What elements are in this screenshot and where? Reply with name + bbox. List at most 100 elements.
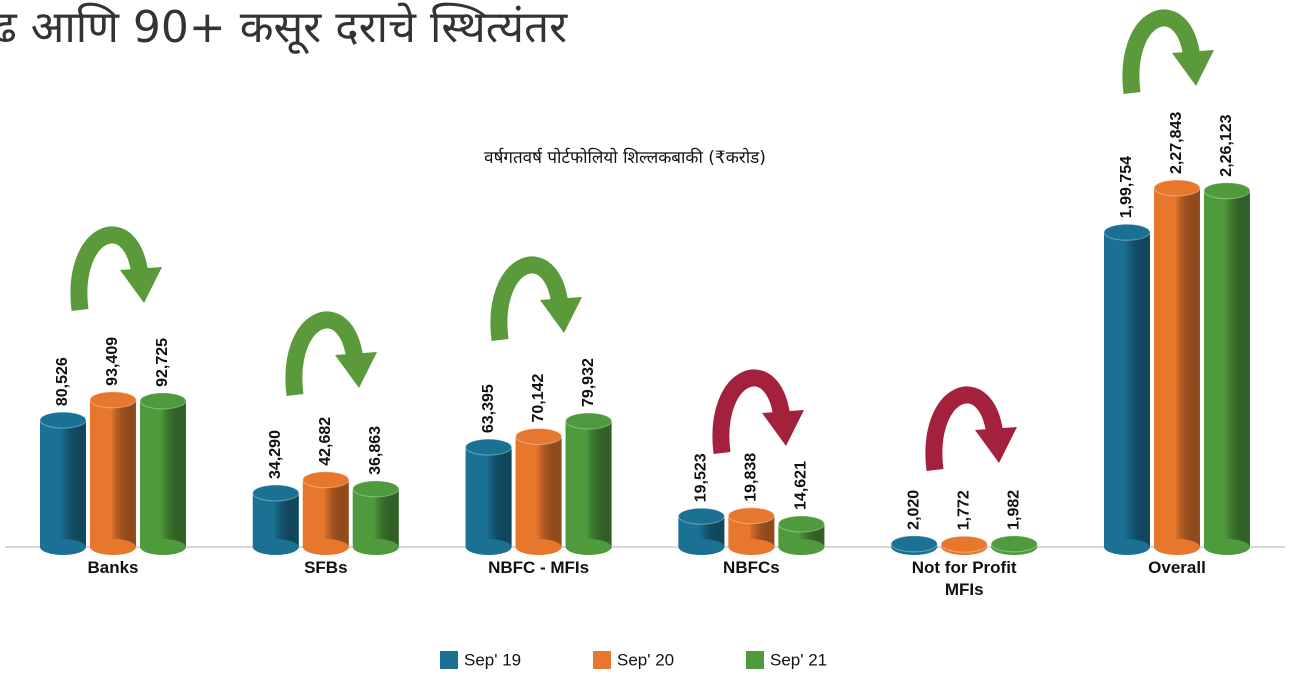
trend-arrow <box>499 265 582 340</box>
legend-swatch <box>593 651 611 669</box>
data-label: 79,932 <box>580 358 597 407</box>
bar-bottom <box>352 539 399 555</box>
data-label: 63,395 <box>480 384 497 433</box>
trend-arrow <box>934 395 1017 470</box>
bar-top <box>1153 179 1201 197</box>
trend-arrow <box>79 235 162 310</box>
x-tick-label: NBFC - MFIs <box>488 558 590 577</box>
x-tick-label: Not for Profit MFIs <box>911 558 1017 599</box>
bar-shade <box>252 492 299 547</box>
bar-bottom <box>565 539 612 555</box>
bar-shade <box>302 479 349 547</box>
bar-top <box>252 484 300 502</box>
bar <box>990 535 1038 555</box>
bar-shade <box>140 400 186 547</box>
bar-top <box>777 515 825 533</box>
bar-bottom <box>728 539 775 555</box>
data-label: 80,526 <box>54 357 71 406</box>
bar-bottom <box>1154 539 1200 555</box>
data-label: 92,725 <box>154 338 171 387</box>
bar-top <box>940 535 988 553</box>
x-tick-label: SFBs <box>304 558 348 577</box>
data-label: 1,982 <box>1005 490 1022 530</box>
data-label: 2,020 <box>905 490 922 530</box>
legend-label: Sep' 20 <box>617 650 674 669</box>
bar-bottom <box>465 539 512 555</box>
bar <box>565 412 613 555</box>
bar-bottom <box>90 539 136 555</box>
bar-bottom <box>40 539 86 555</box>
trend-arrow <box>1131 18 1214 93</box>
bar-bottom <box>678 539 725 555</box>
chart-title: ढ आणि 90+ कसूर दराचे स्थित्यंतर <box>0 2 568 55</box>
x-tick-label: NBFCs <box>723 558 780 577</box>
bar-bottom <box>140 539 186 555</box>
bar <box>777 515 825 555</box>
bar-top <box>89 391 137 409</box>
trend-arrow <box>294 320 377 395</box>
bar-top <box>677 507 725 525</box>
bar-shade <box>515 436 562 547</box>
bar <box>1153 179 1201 555</box>
bar <box>1103 223 1151 555</box>
bar-top <box>352 480 400 498</box>
bar-top <box>302 471 350 489</box>
bar-shade <box>352 488 399 547</box>
legend-label: Sep' 19 <box>464 650 521 669</box>
x-tick-label: Banks <box>87 558 139 577</box>
legend-swatch <box>440 651 458 669</box>
legend-label: Sep' 21 <box>770 650 827 669</box>
bar-bottom <box>1204 539 1250 555</box>
bar-shade <box>465 447 512 547</box>
bar-top <box>515 427 563 445</box>
bar-top <box>1203 182 1251 200</box>
bar-top <box>890 535 938 553</box>
bar-shade <box>1154 188 1200 547</box>
bar-shade <box>1204 190 1250 547</box>
bar-top <box>727 507 775 525</box>
bar-bottom <box>252 539 299 555</box>
bar <box>890 535 938 555</box>
bar-bottom <box>302 539 349 555</box>
data-label: 19,838 <box>743 453 760 502</box>
bar-top <box>565 412 613 430</box>
chart-subtitle: वर्षगतवर्ष पोर्टफोलियो शिल्लकबाकी (₹करोड… <box>484 147 766 168</box>
bar-shade <box>1104 232 1150 547</box>
bar-top <box>1103 223 1151 241</box>
bar-top <box>990 535 1038 553</box>
bar-top <box>465 438 513 456</box>
legend-swatch <box>746 651 764 669</box>
bar <box>89 391 137 555</box>
bar-shade <box>90 399 136 547</box>
data-label: 1,772 <box>955 490 972 530</box>
x-tick-label: Overall <box>1148 558 1206 577</box>
bar <box>252 484 300 555</box>
bar <box>302 471 350 555</box>
bar-bottom <box>515 539 562 555</box>
data-label: 19,523 <box>693 453 710 502</box>
bar <box>727 507 775 555</box>
bar-shade <box>40 420 86 547</box>
bar-shade <box>565 421 612 547</box>
data-label: 36,863 <box>367 426 384 475</box>
bar <box>515 427 563 555</box>
data-label: 2,27,843 <box>1168 112 1185 174</box>
bar <box>940 535 988 555</box>
data-label: 42,682 <box>317 417 334 466</box>
bar <box>139 392 187 555</box>
bar-bottom <box>778 539 825 555</box>
bar-top <box>139 392 187 410</box>
data-label: 93,409 <box>104 337 121 386</box>
bar <box>39 411 87 555</box>
data-label: 2,26,123 <box>1218 114 1235 176</box>
bar <box>465 438 513 555</box>
bar <box>677 507 725 555</box>
bar <box>1203 182 1251 555</box>
trend-arrow <box>721 378 804 453</box>
bar-bottom <box>1104 539 1150 555</box>
data-label: 1,99,754 <box>1118 156 1135 218</box>
bar-top <box>39 411 87 429</box>
data-label: 34,290 <box>267 430 284 479</box>
